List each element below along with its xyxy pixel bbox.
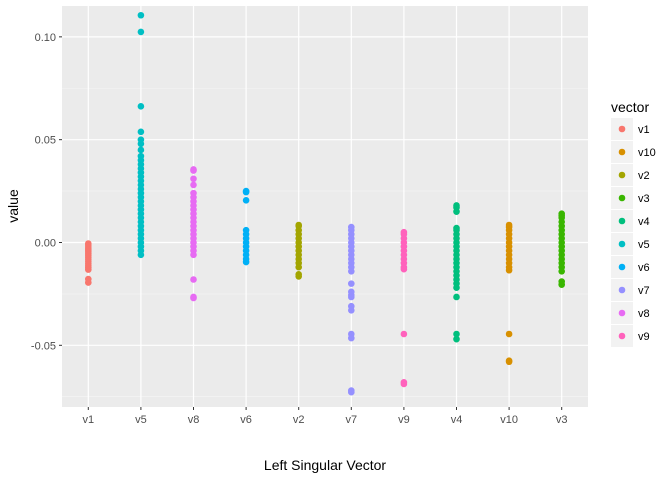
y-tick-label: 0.10 xyxy=(35,32,56,44)
y-tick-label: 0.05 xyxy=(35,135,56,147)
data-point xyxy=(400,380,408,388)
data-point xyxy=(137,11,145,19)
data-point xyxy=(190,276,197,283)
legend-label: v9 xyxy=(638,331,650,343)
x-tick-label: v8 xyxy=(188,414,200,426)
data-point xyxy=(190,251,197,259)
data-point xyxy=(137,251,145,259)
y-tick-label: 0.00 xyxy=(35,237,56,249)
legend-marker xyxy=(618,148,626,156)
data-point xyxy=(137,146,145,154)
data-point xyxy=(348,307,355,314)
legend-label: v5 xyxy=(638,239,650,251)
data-point xyxy=(137,28,145,36)
x-tick-label: v2 xyxy=(293,414,305,426)
data-point xyxy=(453,330,460,338)
data-point xyxy=(453,335,460,343)
legend-marker xyxy=(618,171,626,179)
x-tick-label: v6 xyxy=(240,414,252,426)
legend-marker xyxy=(618,332,626,340)
data-point xyxy=(242,197,250,204)
x-axis-ticks: v1 v5 v8 v6 v2 v7 v9 v4 v10 v3 xyxy=(82,407,568,426)
data-point xyxy=(558,281,565,288)
data-point xyxy=(348,334,355,342)
legend-label: v8 xyxy=(638,308,650,320)
legend-label: v4 xyxy=(638,216,650,228)
plot-panel xyxy=(62,6,588,407)
data-point xyxy=(137,103,145,110)
x-axis-title: Left Singular Vector xyxy=(264,457,387,473)
data-point xyxy=(85,279,92,286)
legend-marker xyxy=(618,217,626,225)
data-point xyxy=(295,273,303,280)
legend-marker xyxy=(618,286,626,294)
data-point xyxy=(400,265,408,273)
data-point xyxy=(348,388,355,396)
legend-marker xyxy=(618,240,626,248)
legend-label: v3 xyxy=(638,193,650,205)
data-point xyxy=(505,330,513,338)
legend-label: v7 xyxy=(638,285,650,297)
legend-marker xyxy=(618,125,626,133)
data-point xyxy=(453,293,460,301)
legend-marker xyxy=(618,309,626,317)
y-axis-ticks: -0.05 0.00 0.05 0.10 xyxy=(31,32,62,352)
x-tick-label: v10 xyxy=(500,414,518,426)
data-point xyxy=(137,128,145,136)
data-points xyxy=(85,11,565,396)
x-tick-label: v9 xyxy=(398,414,410,426)
data-point xyxy=(400,330,408,338)
data-point xyxy=(348,293,355,301)
legend-label: v10 xyxy=(638,147,656,159)
data-point xyxy=(348,280,355,287)
data-point xyxy=(137,140,145,148)
data-point xyxy=(295,263,303,271)
legend-label: v6 xyxy=(638,262,650,274)
x-tick-label: v5 xyxy=(135,414,147,426)
data-point xyxy=(505,358,513,366)
data-point xyxy=(242,258,250,266)
data-point xyxy=(190,175,197,183)
y-tick-label: -0.05 xyxy=(31,340,56,352)
data-point xyxy=(242,188,250,196)
data-point xyxy=(453,284,460,292)
data-point xyxy=(558,267,565,275)
legend: vector v1 v10 v2 v3 v4 v5 v6 v7 v8 v9 xyxy=(611,99,656,347)
data-point xyxy=(190,167,197,174)
x-tick-label: v1 xyxy=(82,414,94,426)
data-point xyxy=(505,266,513,274)
legend-marker xyxy=(618,263,626,271)
data-point xyxy=(453,208,460,215)
data-point xyxy=(348,267,355,275)
minor-grid xyxy=(62,87,588,398)
legend-label: v1 xyxy=(638,124,650,136)
data-point xyxy=(85,240,92,247)
legend-marker xyxy=(618,194,626,202)
data-point xyxy=(190,181,197,189)
legend-label: v2 xyxy=(638,170,650,182)
data-point xyxy=(190,294,197,302)
y-axis-title: value xyxy=(5,189,21,223)
x-tick-label: v4 xyxy=(451,414,463,426)
x-tick-label: v3 xyxy=(556,414,568,426)
x-tick-label: v7 xyxy=(345,414,357,426)
legend-title: vector xyxy=(611,99,649,115)
